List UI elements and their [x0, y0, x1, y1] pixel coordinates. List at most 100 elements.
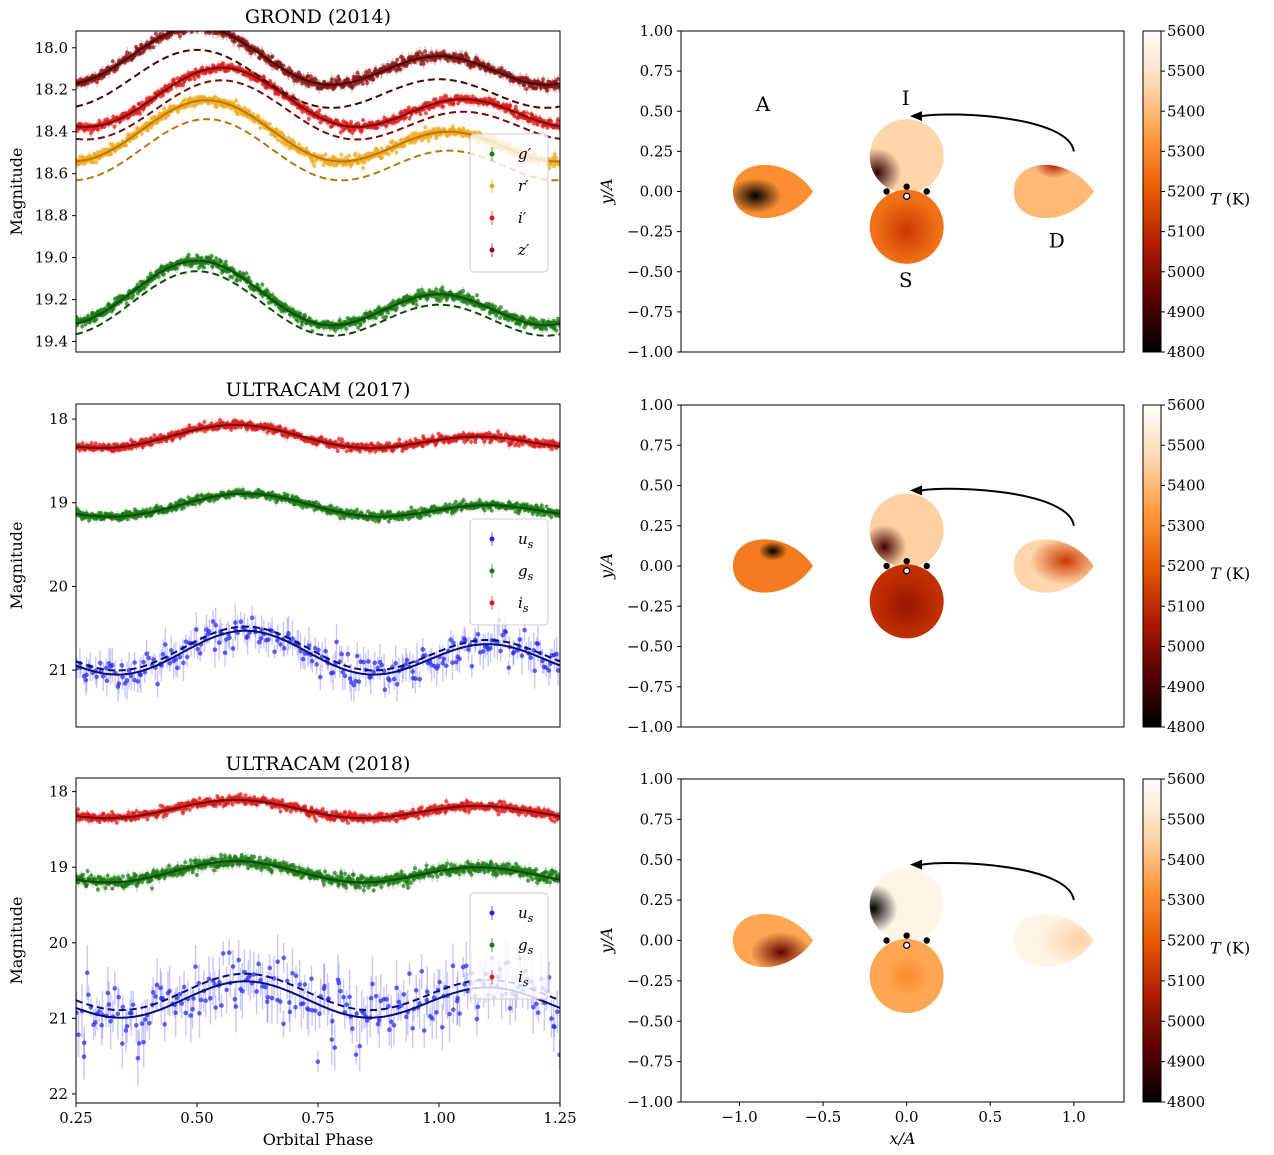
data-point [161, 272, 166, 277]
data-point [135, 282, 140, 287]
data-point [555, 316, 560, 321]
data-point [156, 274, 161, 279]
model-dashed-line [76, 270, 560, 337]
data-point [344, 162, 349, 167]
data-point [242, 106, 247, 111]
series-g′ [76, 250, 560, 337]
data-point [183, 97, 188, 102]
data-point [267, 121, 272, 126]
data-point [386, 152, 391, 157]
data-point [552, 151, 557, 156]
data-point [261, 74, 266, 79]
data-point [394, 150, 399, 155]
data-point [223, 259, 228, 264]
data-point [504, 309, 509, 314]
data-point [335, 118, 340, 123]
data-point [118, 119, 123, 124]
data-point [407, 134, 412, 139]
data-point [214, 256, 219, 261]
data-point [298, 311, 303, 316]
data-point [432, 127, 437, 132]
data-point [209, 253, 214, 258]
data-point [303, 314, 308, 319]
data-point [552, 325, 557, 330]
data-point [139, 131, 144, 136]
data-point [373, 316, 378, 321]
data-point [210, 264, 215, 269]
data-point [552, 164, 557, 169]
data-point [418, 112, 423, 117]
data-point [307, 316, 312, 321]
data-point [234, 98, 239, 103]
data-point [317, 108, 322, 113]
data-point [414, 298, 419, 303]
data-point [86, 313, 91, 318]
data-point [214, 104, 219, 109]
data-point [310, 160, 315, 165]
data-point [91, 160, 96, 165]
data-point [306, 116, 311, 121]
data-point [554, 155, 559, 160]
data-point [441, 104, 446, 109]
data-point [124, 143, 129, 148]
data-point [361, 165, 366, 170]
data-point [333, 328, 338, 333]
data-point [255, 283, 260, 288]
data-point [196, 74, 201, 79]
data-point [94, 160, 99, 165]
data-point [181, 83, 186, 88]
data-point [80, 324, 85, 329]
data-point [423, 125, 428, 130]
data-point [426, 138, 431, 143]
data-point [356, 325, 361, 330]
data-point [461, 288, 466, 293]
data-point [192, 76, 197, 81]
data-point [404, 114, 409, 119]
data-point [175, 266, 180, 271]
data-point [186, 252, 191, 257]
data-point [82, 161, 87, 166]
data-point [323, 152, 328, 157]
data-point [339, 152, 344, 157]
data-point [498, 315, 503, 320]
model-solid-line [76, 259, 560, 327]
data-point [544, 327, 549, 332]
data-point [344, 326, 349, 331]
data-point [230, 275, 235, 280]
data-point [175, 109, 180, 114]
series-r′ [76, 93, 560, 182]
data-point [213, 95, 218, 100]
data-point [138, 111, 143, 116]
data-point [467, 294, 472, 299]
data-point [112, 124, 117, 129]
data-point [140, 100, 145, 105]
data-point [312, 163, 317, 168]
data-point [161, 93, 166, 98]
data-point [394, 306, 399, 311]
data-point [295, 319, 300, 324]
data-point [260, 282, 265, 287]
data-point [465, 301, 470, 306]
data-point [321, 163, 326, 168]
data-point [422, 135, 427, 140]
data-point [411, 301, 416, 306]
data-point [474, 293, 479, 298]
data-point [124, 301, 129, 306]
data-point [235, 278, 240, 283]
data-point [361, 118, 366, 123]
data-point [384, 315, 389, 320]
data-point [251, 112, 256, 117]
data-point [286, 135, 291, 140]
data-point [493, 304, 498, 309]
data-point [521, 316, 526, 321]
data-point [386, 310, 391, 315]
data-point [318, 120, 323, 125]
plot-area [76, 31, 560, 337]
data-point [402, 143, 407, 148]
data-point [188, 77, 193, 82]
data-point [256, 115, 261, 120]
data-point [353, 151, 358, 156]
data-point [384, 123, 389, 128]
series-i′ [76, 59, 560, 141]
